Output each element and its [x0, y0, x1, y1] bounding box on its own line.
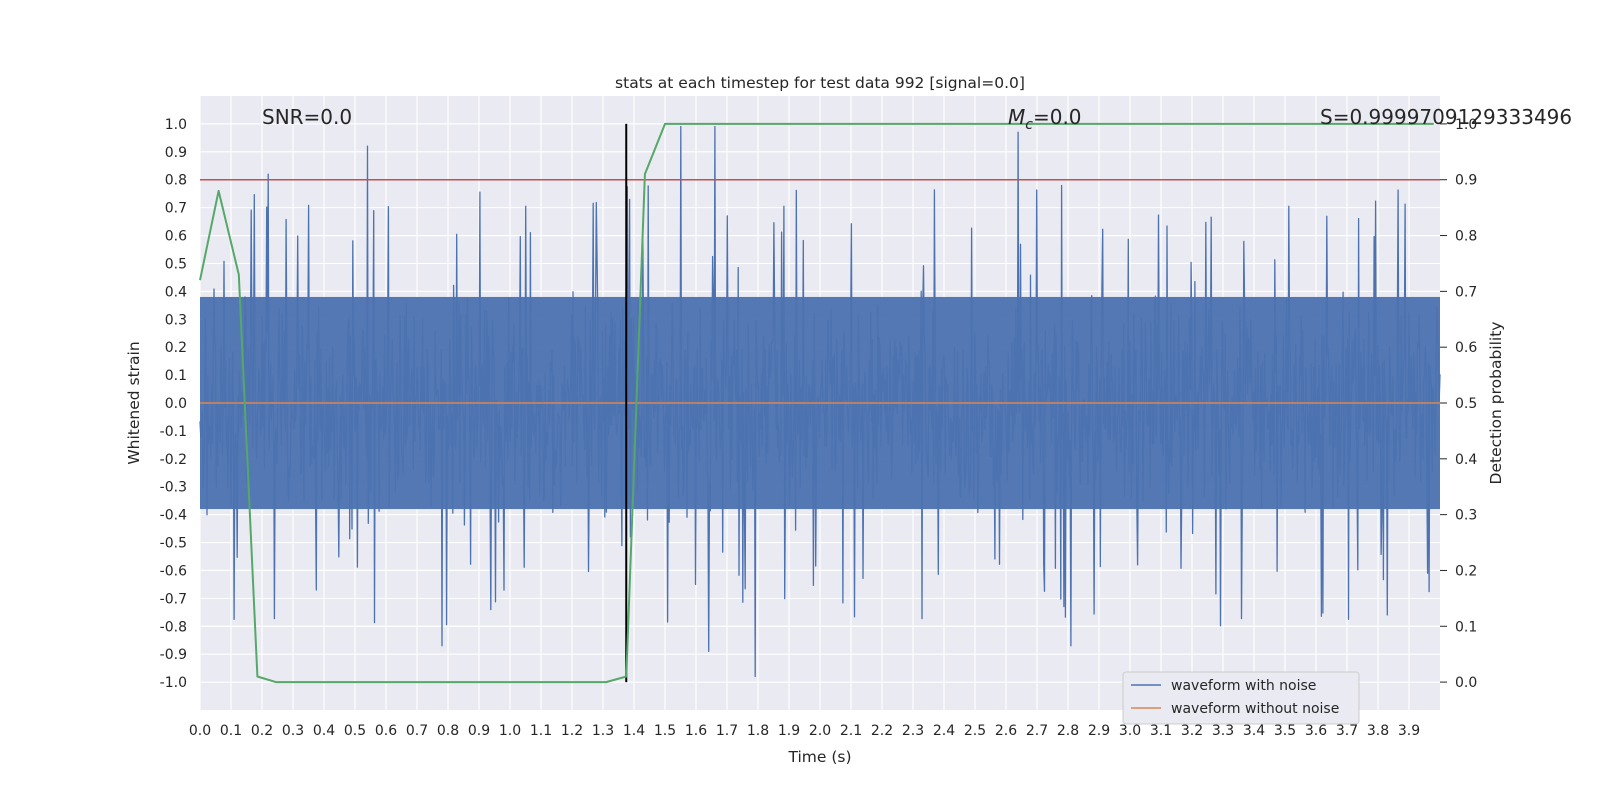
y-tick-label: 0.7	[165, 201, 187, 217]
x-tick-label: 1.2	[561, 723, 583, 739]
x-tick-label: 2.1	[840, 723, 862, 739]
y2-tick-label: 0.7	[1455, 284, 1477, 300]
x-tick-label: 3.4	[1243, 723, 1265, 739]
x-tick-label: 2.2	[871, 723, 893, 739]
y2-tick-label: 0.8	[1455, 229, 1477, 245]
y-axis-label: Whitened strain	[125, 341, 143, 464]
x-tick-label: 1.9	[778, 723, 800, 739]
score-annotation: S=0.9999709129333496	[1320, 105, 1572, 129]
chirp-mass-subscript: c	[1025, 117, 1033, 133]
y-tick-label: 0.6	[165, 229, 187, 245]
y2-tick-label: 0.6	[1455, 340, 1477, 356]
x-tick-label: 2.0	[809, 723, 831, 739]
x-tick-label: 0.8	[437, 723, 459, 739]
y-tick-label: -0.5	[160, 536, 187, 552]
x-tick-label: 1.4	[623, 723, 645, 739]
x-tick-label: 3.6	[1305, 723, 1327, 739]
y2-tick-label: 0.5	[1455, 396, 1477, 412]
y-tick-label: -0.7	[160, 591, 187, 607]
x-tick-label: 0.6	[375, 723, 397, 739]
y-tick-label: -0.1	[160, 424, 187, 440]
y2-tick-label: 1.0	[1455, 117, 1477, 133]
y-tick-label: 0.8	[165, 173, 187, 189]
legend-box	[1122, 671, 1360, 725]
y-tick-labels: 1.0 0.9 0.8 0.7 0.6 0.5 0.4 0.3 0.2 0.1 0.0 -0.1 -0.…	[160, 117, 187, 691]
y-tick-label: -0.4	[160, 508, 187, 524]
y2-tick-label: 0.4	[1455, 452, 1477, 468]
x-tick-label: 1.8	[747, 723, 769, 739]
y-tick-label: 0.0	[165, 396, 187, 412]
chart-title: stats at each timestep for test data 992…	[615, 74, 1025, 92]
y-tick-label: -1.0	[160, 675, 187, 691]
x-tick-label: 3.1	[1150, 723, 1172, 739]
y-tick-label: -0.8	[160, 619, 187, 635]
x-tick-label: 1.3	[592, 723, 614, 739]
chirp-mass-symbol: M	[1008, 105, 1025, 129]
x-tick-label: 0.9	[468, 723, 490, 739]
y-tick-label: -0.2	[160, 452, 187, 468]
x-tick-label: 2.4	[933, 723, 955, 739]
detection-probability-line	[199, 122, 1434, 684]
y-tick-label: 0.3	[165, 312, 187, 328]
x-tick-label: 3.7	[1336, 723, 1358, 739]
x-tick-label: 0.2	[251, 723, 273, 739]
y2-axis-label: Detection probability	[1487, 322, 1505, 485]
overlay-series	[199, 122, 1440, 684]
y2-tick-label: 0.2	[1455, 563, 1477, 579]
y-tick-label: 0.4	[165, 284, 187, 300]
x-tick-label: 3.5	[1274, 723, 1296, 739]
x-tick-label: 3.3	[1212, 723, 1234, 739]
y-tick-label: -0.6	[160, 563, 187, 579]
x-tick-label: 0.3	[282, 723, 304, 739]
y-tick-label: 0.1	[165, 368, 187, 384]
y-tick-label: 0.5	[165, 256, 187, 272]
y2-tick-label: 0.0	[1455, 675, 1477, 691]
x-tick-label: 2.8	[1057, 723, 1079, 739]
x-tick-label: 2.7	[1026, 723, 1048, 739]
x-axis-label: Time (s)	[787, 748, 851, 766]
x-tick-label: 1.6	[685, 723, 707, 739]
x-tick-label: 3.9	[1398, 723, 1420, 739]
x-tick-label: 0.0	[189, 723, 211, 739]
y2-tick-label: 0.1	[1455, 619, 1477, 635]
x-tick-label: 0.1	[220, 723, 242, 739]
x-tick-label: 1.0	[499, 723, 521, 739]
x-tick-label: 1.5	[654, 723, 676, 739]
x-tick-labels: 0.0 0.1 0.2 0.3 0.4 0.5 0.6 0.7 0.8 0.9 1.0 1.1 1.2 1…	[189, 723, 1420, 739]
x-tick-label: 2.3	[902, 723, 924, 739]
y-tick-label: 1.0	[165, 117, 187, 133]
y-tick-label: 0.9	[165, 145, 187, 161]
x-tick-label: 1.7	[716, 723, 738, 739]
x-tick-label: 3.0	[1119, 723, 1141, 739]
x-tick-label: 2.5	[964, 723, 986, 739]
legend: waveform with noise waveform without noi…	[1122, 671, 1360, 725]
x-tick-label: 2.6	[995, 723, 1017, 739]
chirp-mass-value: =0.0	[1033, 105, 1082, 129]
y-tick-label: -0.3	[160, 480, 187, 496]
y2-tick-label: 0.3	[1455, 508, 1477, 524]
y-tick-label: -0.9	[160, 647, 187, 663]
y-tick-label: 0.2	[165, 340, 187, 356]
x-tick-label: 0.5	[344, 723, 366, 739]
snr-annotation: SNR=0.0	[262, 105, 352, 129]
legend-label-noise: waveform with noise	[1171, 678, 1316, 694]
chirp-mass-annotation: Mc=0.0	[1008, 105, 1082, 133]
y2-tick-labels: 1.0 0.9 0.8 0.7 0.6 0.5 0.4 0.3 0.2 0.1 0.0	[1440, 117, 1477, 691]
y2-tick-label: 0.9	[1455, 173, 1477, 189]
x-tick-label: 1.1	[530, 723, 552, 739]
x-tick-label: 0.7	[406, 723, 428, 739]
x-tick-label: 0.4	[313, 723, 335, 739]
x-tick-label: 3.2	[1181, 723, 1203, 739]
x-tick-label: 3.8	[1367, 723, 1389, 739]
x-tick-label: 2.9	[1088, 723, 1110, 739]
legend-label-clean: waveform without noise	[1171, 701, 1339, 717]
